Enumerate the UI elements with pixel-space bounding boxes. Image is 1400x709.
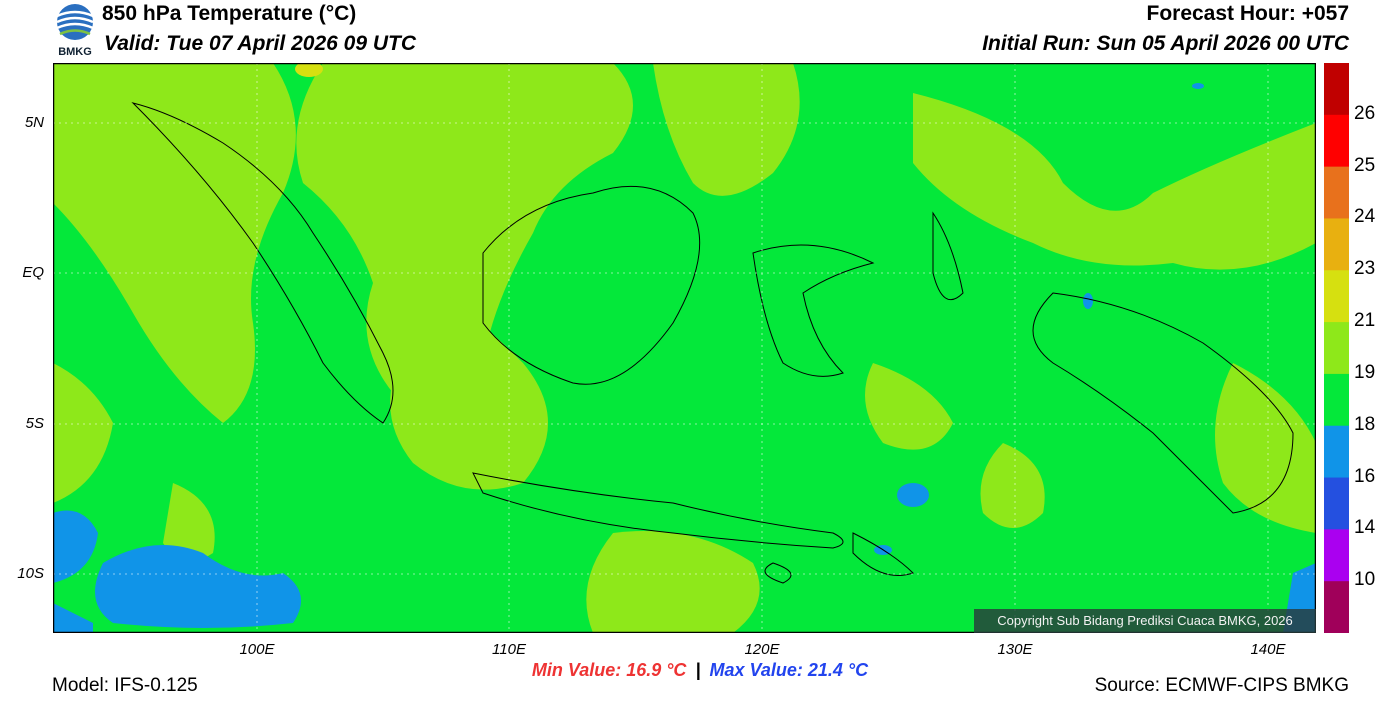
copyright-notice: Copyright Sub Bidang Prediksi Cuaca BMKG… — [974, 609, 1316, 633]
temp-19-21-field — [53, 63, 1316, 633]
colorbar-swatch — [1324, 425, 1349, 479]
colorbar-label: 10 — [1354, 569, 1376, 591]
lat-label-5n: 5N — [24, 114, 44, 131]
lon-label-130e: 130E — [997, 641, 1033, 658]
temperature-colorbar — [1324, 63, 1349, 633]
graticule — [53, 63, 1316, 633]
temp-16-18-field — [53, 83, 1316, 633]
colorbar-swatch — [1324, 270, 1349, 323]
colorbar-label: 18 — [1354, 413, 1376, 435]
colorbar-swatch — [1324, 218, 1349, 271]
forecast-hour: Forecast Hour: +057 — [1146, 2, 1350, 25]
initial-run: Initial Run: Sun 05 April 2026 00 UTC — [982, 32, 1349, 55]
logo-text: BMKG — [58, 46, 92, 58]
min-max-values: Min Value: 16.9 °C | Max Value: 21.4 °C — [0, 660, 1400, 681]
map-title: 850 hPa Temperature (°C) — [102, 2, 357, 25]
temperature-map — [53, 63, 1316, 633]
model-info: Model: IFS-0.125 — [52, 675, 198, 696]
colorbar-label: 23 — [1354, 258, 1376, 280]
min-value: Min Value: 16.9 °C — [531, 660, 687, 680]
colorbar-swatch — [1324, 322, 1349, 375]
stats-separator: | — [695, 660, 701, 680]
colorbar-label: 21 — [1354, 310, 1376, 332]
lon-label-120e: 120E — [744, 641, 780, 658]
source-info: Source: ECMWF-CIPS BMKG — [1094, 675, 1349, 696]
colorbar-label: 16 — [1354, 465, 1376, 487]
lon-label-140e: 140E — [1250, 641, 1286, 658]
colorbar-swatch — [1324, 114, 1349, 168]
lat-label-5s: 5S — [25, 415, 44, 432]
lon-label-100e: 100E — [239, 641, 275, 658]
colorbar-swatch — [1324, 373, 1349, 427]
colorbar-swatch — [1324, 63, 1349, 116]
coastlines — [131, 102, 1294, 584]
colorbar-swatch — [1324, 529, 1349, 582]
colorbar-swatch — [1324, 477, 1349, 530]
colorbar-label: 14 — [1354, 517, 1376, 539]
lat-label-eq: EQ — [22, 264, 44, 281]
colorbar-label: 26 — [1354, 102, 1376, 124]
valid-time: Valid: Tue 07 April 2026 09 UTC — [104, 32, 417, 55]
colorbar-swatch — [1324, 581, 1349, 633]
lat-label-10s: 10S — [17, 565, 44, 582]
max-value: Max Value: 21.4 °C — [709, 660, 869, 680]
colorbar-label: 19 — [1354, 361, 1376, 383]
lon-label-110e: 110E — [492, 641, 526, 658]
map-frame — [53, 63, 1316, 633]
colorbar-label: 25 — [1354, 154, 1376, 176]
colorbar-label: 24 — [1354, 206, 1376, 228]
colorbar-swatch — [1324, 166, 1349, 219]
bmkg-logo: BMKG — [52, 2, 98, 60]
temp-21-23-spot — [295, 63, 323, 77]
